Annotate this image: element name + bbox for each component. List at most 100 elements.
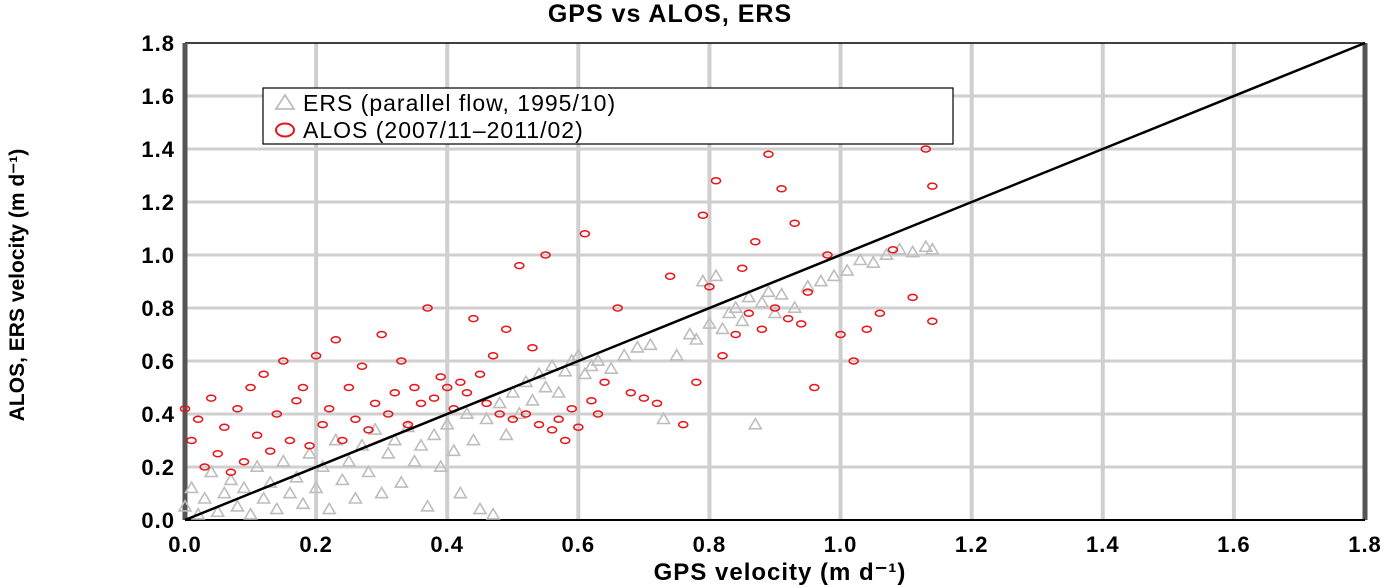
ers-data-point bbox=[433, 459, 449, 473]
ers-data-point bbox=[643, 337, 658, 351]
ers-data-point bbox=[865, 255, 881, 268]
alos-data-point bbox=[343, 383, 355, 392]
ers-data-point bbox=[210, 504, 226, 518]
alos-data-point bbox=[795, 320, 807, 328]
tick-labels: 0.0 0.2 0.4 0.6 0.8 1.0 1.2 1.4 1.6 1.8 0.0 0.2 0.4 0… bbox=[141, 31, 1380, 557]
ers-data-point bbox=[767, 305, 783, 319]
ers-data-point bbox=[603, 361, 619, 374]
y-tick-label: 1.8 bbox=[141, 31, 175, 56]
legend-label: ERS (parallel flow, 1995/10) bbox=[303, 90, 616, 116]
alos-data-point bbox=[487, 351, 499, 360]
alos-data-point bbox=[415, 399, 427, 408]
x-tick-label: 0.6 bbox=[562, 532, 596, 557]
x-tick-label: 1.6 bbox=[1217, 532, 1251, 557]
alos-data-point bbox=[356, 362, 368, 371]
ers-data-point bbox=[341, 454, 357, 467]
ers-data-point bbox=[184, 480, 199, 494]
ers-data-point bbox=[695, 273, 711, 287]
ers-data-point bbox=[249, 459, 265, 473]
y-tick-label: 0.0 bbox=[141, 508, 175, 533]
alos-data-point bbox=[179, 404, 191, 413]
alos-data-point bbox=[927, 317, 938, 325]
alos-data-point bbox=[697, 211, 709, 219]
ers-data-point bbox=[734, 313, 750, 327]
alos-data-point bbox=[592, 410, 604, 418]
alos-data-point bbox=[363, 426, 374, 434]
ers-data-point bbox=[629, 340, 645, 353]
ers-data-point bbox=[302, 446, 317, 459]
alos-data-point bbox=[251, 431, 263, 439]
alos-data-point bbox=[238, 457, 250, 466]
alos-data-point bbox=[756, 325, 768, 333]
ers-data-point bbox=[321, 501, 337, 515]
alos-data-point bbox=[258, 370, 269, 378]
alos-data-point bbox=[710, 177, 722, 185]
alos-data-point bbox=[389, 389, 401, 397]
ers-data-point bbox=[492, 395, 508, 409]
alos-data-point bbox=[835, 330, 846, 339]
alos-data-point bbox=[651, 399, 663, 408]
ers-data-point bbox=[197, 491, 213, 504]
alos-data-point bbox=[802, 288, 814, 296]
alos-data-point bbox=[789, 219, 800, 227]
legend-box bbox=[262, 87, 954, 145]
ers-data-point bbox=[551, 385, 567, 398]
ers-data-point bbox=[656, 411, 671, 425]
ers-data-point bbox=[308, 480, 324, 494]
ers-data-point bbox=[787, 300, 803, 314]
alos-data-point bbox=[409, 383, 420, 392]
ers-data-point bbox=[393, 475, 409, 488]
ers-data-point bbox=[328, 432, 344, 446]
legend-label: ALOS (2007/11–2011/02) bbox=[303, 117, 584, 143]
ers-data-point bbox=[367, 422, 383, 435]
alos-data-point bbox=[474, 370, 486, 378]
alos-data-point bbox=[553, 415, 564, 424]
alos-data-point bbox=[192, 415, 204, 424]
ers-data-point bbox=[374, 485, 390, 499]
ers-data-point bbox=[387, 432, 403, 446]
alos-data-point bbox=[743, 309, 755, 318]
ers-data-point bbox=[269, 501, 285, 515]
ers-data-point bbox=[407, 454, 422, 467]
ers-data-point bbox=[420, 499, 435, 512]
ers-data-point bbox=[243, 507, 258, 520]
alos-data-point bbox=[579, 230, 591, 238]
ers-data-point bbox=[839, 263, 855, 276]
ers-data-point bbox=[728, 300, 744, 314]
alos-data-point bbox=[704, 283, 715, 291]
alos-data-point bbox=[717, 351, 728, 360]
ers-data-point bbox=[354, 438, 370, 451]
alos-data-point bbox=[310, 351, 322, 360]
alos-data-point bbox=[382, 410, 394, 418]
y-tick-label: 1.4 bbox=[141, 137, 175, 162]
alos-data-point bbox=[441, 383, 453, 392]
alos-data-point bbox=[199, 463, 210, 471]
ers-data-point bbox=[485, 507, 501, 520]
ers-data-point bbox=[538, 379, 553, 393]
ers-data-point bbox=[466, 432, 481, 446]
y-tick-label: 1.6 bbox=[141, 84, 175, 109]
alos-data-point bbox=[677, 420, 689, 429]
alos-data-point bbox=[291, 397, 302, 405]
ers-data-point bbox=[426, 427, 442, 441]
alos-data-point bbox=[317, 420, 328, 429]
alos-data-point bbox=[396, 357, 407, 365]
alos-data-point bbox=[186, 436, 197, 445]
ers-data-point bbox=[616, 348, 632, 361]
alos-data-point bbox=[284, 436, 296, 445]
ers-data-point bbox=[531, 366, 547, 380]
alos-data-point bbox=[809, 383, 820, 392]
ers-data-point bbox=[511, 406, 527, 420]
y-tick-label: 1.0 bbox=[141, 243, 175, 268]
alos-data-point bbox=[540, 251, 551, 259]
alos-data-point bbox=[304, 442, 315, 450]
alos-data-point bbox=[350, 415, 361, 424]
alos-data-point bbox=[769, 304, 781, 312]
alos-data-point bbox=[271, 410, 283, 418]
ers-data-point bbox=[361, 464, 376, 478]
alos-data-point bbox=[428, 394, 440, 402]
alos-data-point bbox=[461, 389, 473, 397]
ers-data-point bbox=[813, 273, 829, 287]
ers-data-point bbox=[262, 475, 278, 488]
grid-layer bbox=[185, 43, 1365, 520]
